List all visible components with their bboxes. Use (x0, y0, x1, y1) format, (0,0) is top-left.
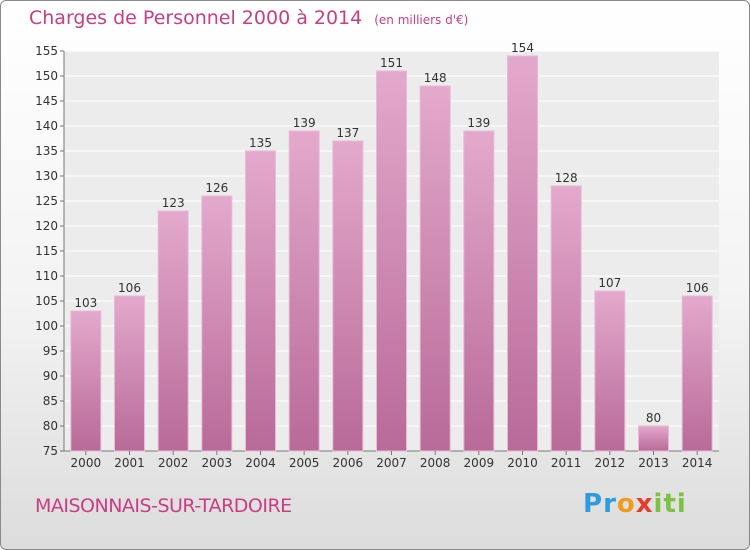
logo-letter: r (603, 489, 617, 519)
y-tick-label: 130 (35, 169, 58, 183)
x-tick-label: 2010 (507, 456, 538, 470)
y-tick-label: 80 (43, 419, 58, 433)
commune-name: MAISONNAIS-SUR-TARDOIRE (35, 495, 292, 517)
logo-letter: x (635, 489, 654, 519)
y-tick-label: 150 (35, 69, 58, 83)
y-tick-label: 155 (35, 44, 58, 58)
bar (114, 295, 145, 452)
bar (463, 130, 495, 452)
y-tick-label: 120 (35, 219, 58, 233)
bar-value-label: 107 (598, 276, 621, 290)
x-tick-label: 2000 (71, 456, 102, 470)
y-tick-label: 145 (35, 94, 58, 108)
logo-letter: i (653, 489, 664, 519)
logo-letter: o (616, 489, 636, 519)
bar-value-label: 126 (205, 181, 228, 195)
y-tick-label: 115 (35, 244, 58, 258)
x-tick-label: 2007 (376, 456, 407, 470)
bar (419, 85, 451, 452)
x-tick-label: 2001 (114, 456, 145, 470)
y-tick-label: 140 (35, 119, 58, 133)
bar-value-label: 103 (74, 296, 97, 310)
bar (507, 55, 538, 452)
chart-title: Charges de Personnel 2000 à 2014 (en mill… (29, 7, 468, 29)
bar-value-label: 135 (249, 136, 272, 150)
bar-value-label: 123 (162, 196, 185, 210)
bar (594, 290, 626, 452)
unit-label: (en milliers d'€) (374, 13, 469, 27)
bar (638, 425, 669, 452)
bar (681, 295, 713, 452)
bar (157, 210, 189, 452)
y-tick-label: 110 (35, 269, 58, 283)
y-tick-label: 105 (35, 294, 58, 308)
bar-value-label: 154 (511, 41, 534, 55)
logo-letter: i (676, 489, 687, 519)
bar (201, 195, 233, 452)
y-tick-label: 95 (43, 344, 58, 358)
bar-value-label: 151 (380, 56, 403, 70)
bar-value-label: 139 (467, 116, 490, 130)
y-tick-label: 125 (35, 194, 58, 208)
logo-letter: P (583, 489, 604, 519)
bar-value-label: 148 (424, 71, 447, 85)
bar-value-label: 139 (293, 116, 316, 130)
x-tick-label: 2002 (158, 456, 189, 470)
bar-value-label: 137 (336, 126, 359, 140)
bar (70, 310, 102, 452)
bar (550, 185, 582, 452)
x-tick-label: 2014 (682, 456, 713, 470)
x-tick-label: 2004 (245, 456, 276, 470)
y-tick-label: 90 (43, 369, 58, 383)
bar-value-label: 80 (646, 411, 661, 425)
bar (332, 140, 364, 452)
bar (245, 150, 276, 452)
x-tick-label: 2011 (551, 456, 582, 470)
x-tick-label: 2013 (638, 456, 669, 470)
bar-value-label: 106 (686, 281, 709, 295)
x-tick-label: 2009 (464, 456, 495, 470)
bar (288, 130, 320, 452)
x-tick-label: 2003 (202, 456, 233, 470)
logo-letter: t (663, 489, 677, 519)
y-tick-label: 100 (35, 319, 58, 333)
x-tick-label: 2008 (420, 456, 451, 470)
title-text: Charges de Personnel 2000 à 2014 (29, 7, 363, 29)
bar-value-label: 106 (118, 281, 141, 295)
x-tick-label: 2005 (289, 456, 320, 470)
bar-value-label: 128 (555, 171, 578, 185)
y-tick-label: 135 (35, 144, 58, 158)
x-tick-label: 2006 (333, 456, 364, 470)
bar (376, 70, 407, 452)
y-tick-label: 75 (43, 444, 58, 458)
x-tick-label: 2012 (595, 456, 626, 470)
y-tick-label: 85 (43, 394, 58, 408)
proxiti-logo: Proxiti (583, 489, 687, 519)
